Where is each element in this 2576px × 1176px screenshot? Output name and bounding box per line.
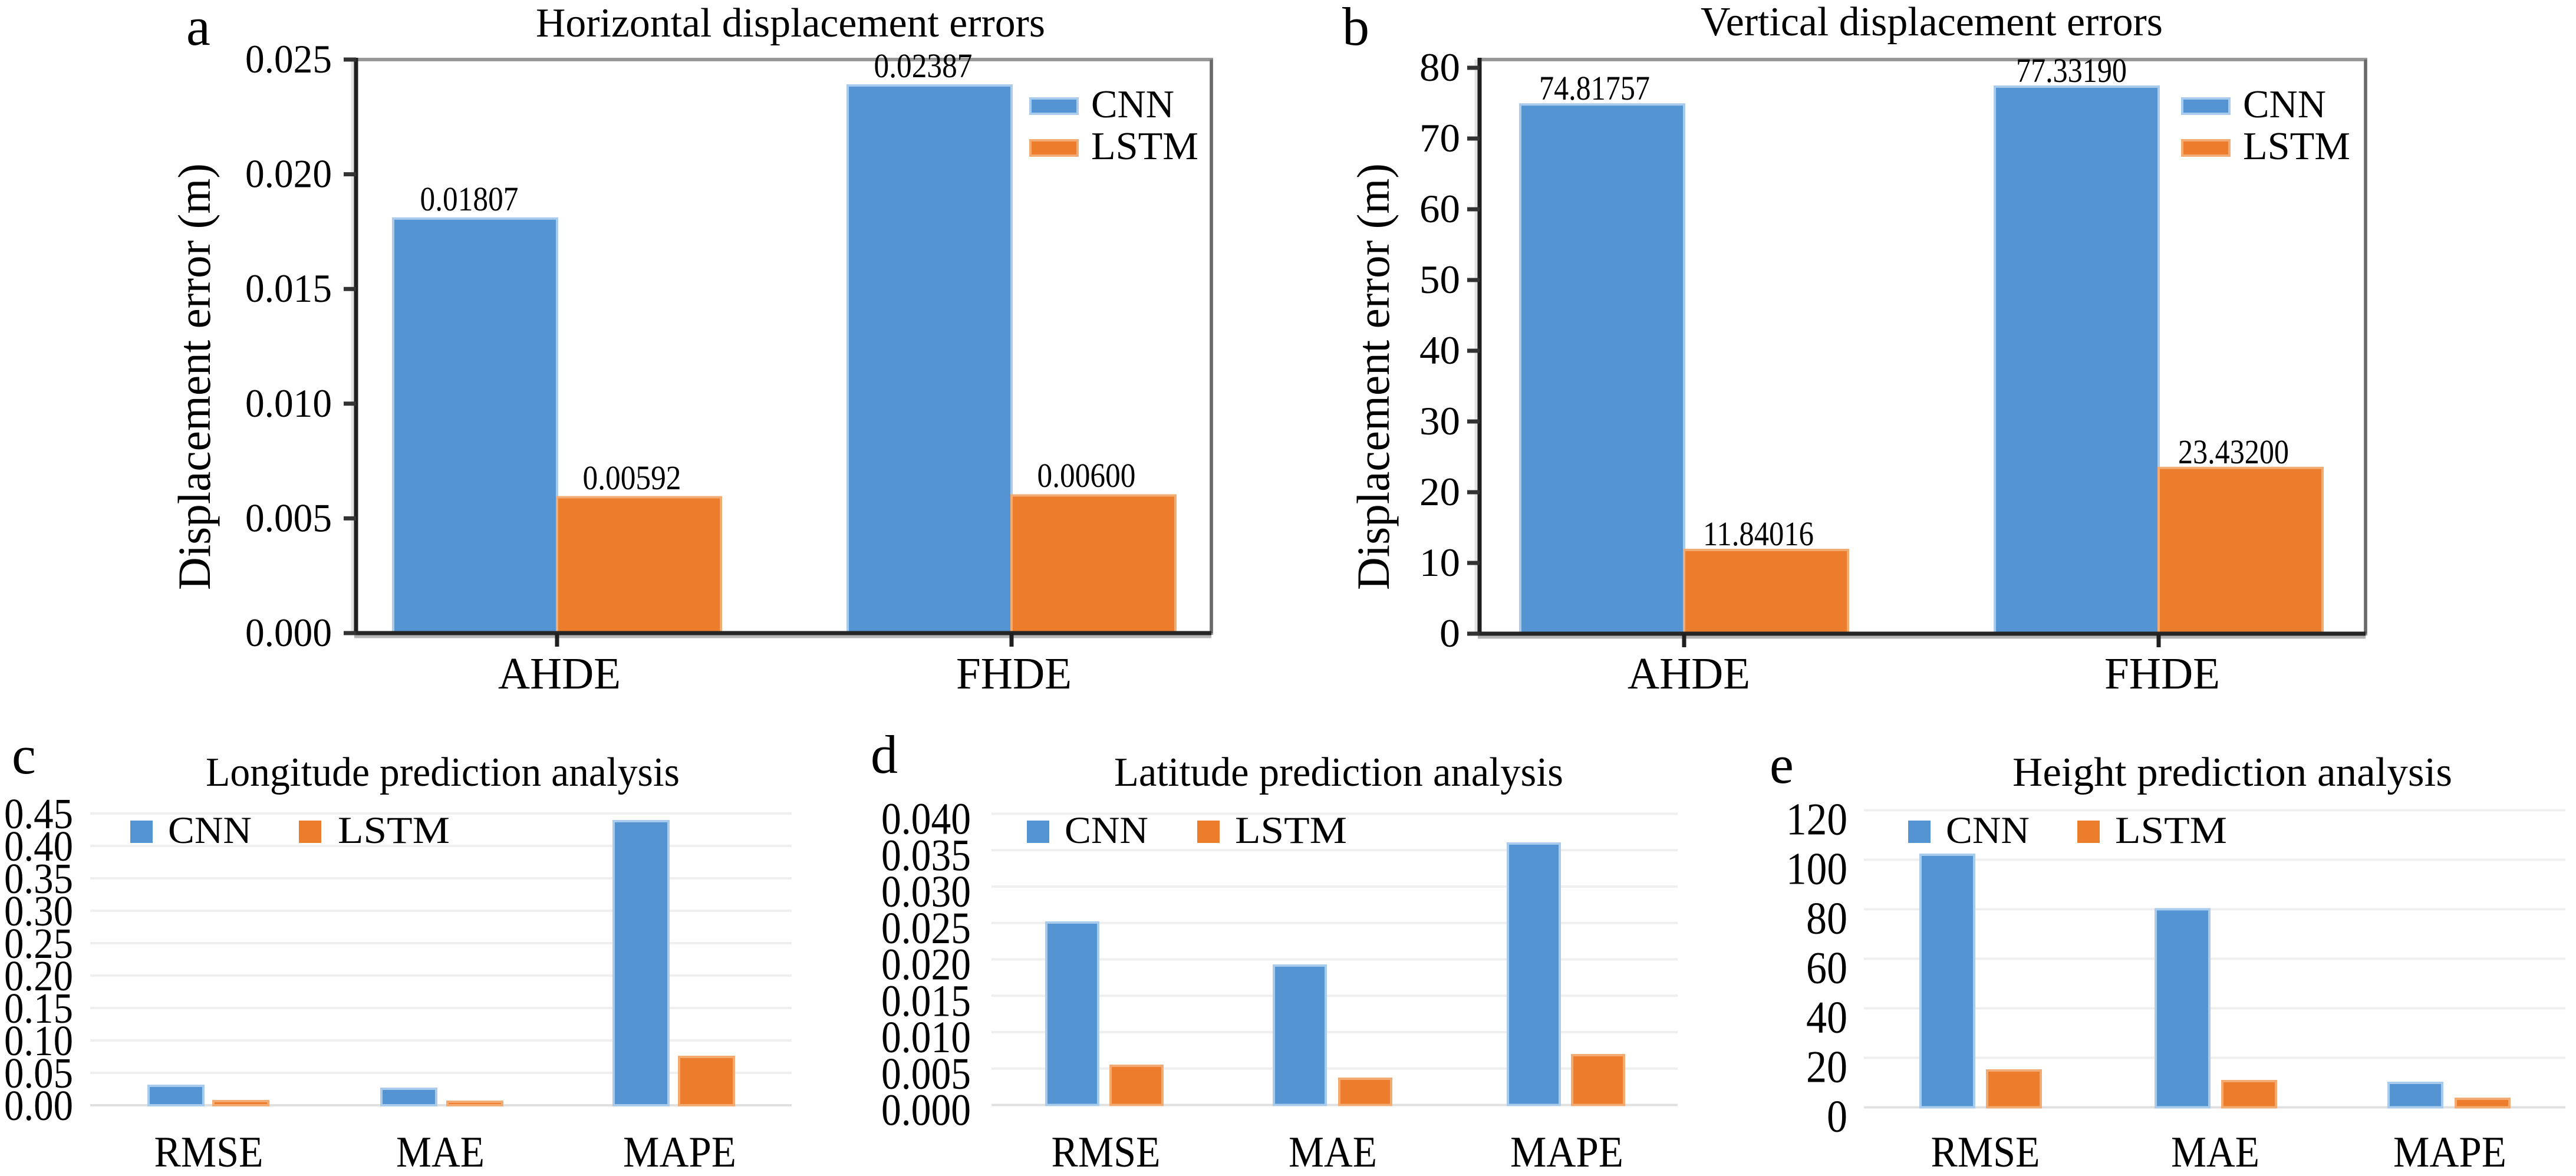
svg-text:0.20: 0.20 (4, 952, 73, 1000)
svg-text:0.005: 0.005 (881, 1049, 971, 1099)
svg-text:Height prediction analysis: Height prediction analysis (2012, 750, 2452, 795)
svg-text:b: b (1342, 0, 1369, 57)
svg-text:c: c (12, 725, 36, 785)
svg-text:0.015: 0.015 (881, 976, 971, 1026)
svg-text:AHDE: AHDE (498, 649, 621, 699)
svg-text:0.010: 0.010 (881, 1013, 971, 1062)
svg-text:0.00600: 0.00600 (1037, 456, 1136, 495)
svg-text:CNN: CNN (1091, 83, 1174, 126)
svg-text:80: 80 (1806, 893, 1847, 944)
svg-text:40: 40 (1419, 328, 1460, 373)
svg-text:MAE: MAE (1289, 1128, 1377, 1176)
svg-text:0.040: 0.040 (881, 795, 971, 844)
svg-text:0.025: 0.025 (245, 37, 332, 81)
svg-text:RMSE: RMSE (154, 1128, 263, 1176)
svg-text:0.30: 0.30 (4, 887, 73, 935)
svg-text:0.15: 0.15 (4, 984, 73, 1032)
svg-text:LSTM: LSTM (1091, 124, 1198, 168)
svg-text:0.020: 0.020 (245, 151, 332, 196)
svg-text:0: 0 (1827, 1091, 1847, 1142)
svg-text:CNN: CNN (168, 809, 252, 852)
svg-text:d: d (871, 724, 898, 785)
svg-text:e: e (1770, 734, 1794, 795)
svg-text:FHDE: FHDE (956, 649, 1072, 699)
svg-text:RMSE: RMSE (1052, 1128, 1161, 1176)
svg-text:Vertical displacement errors: Vertical displacement errors (1701, 0, 2163, 45)
svg-text:0.05: 0.05 (4, 1049, 73, 1097)
svg-text:0.02387: 0.02387 (874, 47, 973, 85)
svg-text:Longitude prediction analysis: Longitude prediction analysis (206, 750, 680, 795)
svg-text:0.010: 0.010 (245, 381, 332, 426)
svg-text:a: a (186, 0, 210, 57)
svg-text:0.35: 0.35 (4, 855, 73, 902)
svg-text:MAPE: MAPE (2393, 1128, 2506, 1176)
svg-text:100: 100 (1786, 844, 1847, 894)
svg-text:LSTM: LSTM (2243, 124, 2350, 168)
svg-text:0.00: 0.00 (4, 1082, 73, 1129)
svg-text:0.000: 0.000 (881, 1086, 971, 1135)
svg-text:0.25: 0.25 (4, 920, 73, 967)
svg-text:0: 0 (1439, 611, 1460, 655)
svg-text:0.10: 0.10 (4, 1017, 73, 1065)
svg-text:0.035: 0.035 (881, 831, 971, 880)
svg-text:70: 70 (1419, 116, 1460, 160)
svg-text:MAPE: MAPE (623, 1128, 736, 1176)
svg-text:0.45: 0.45 (4, 790, 73, 838)
svg-text:Displacement error (m): Displacement error (m) (169, 163, 220, 590)
svg-text:60: 60 (1806, 943, 1847, 993)
svg-text:CNN: CNN (1065, 809, 1148, 852)
svg-text:AHDE: AHDE (1628, 649, 1750, 699)
svg-text:23.43200: 23.43200 (2178, 433, 2289, 471)
svg-text:0.030: 0.030 (881, 867, 971, 917)
svg-text:60: 60 (1419, 186, 1460, 231)
svg-text:0.025: 0.025 (881, 904, 971, 953)
svg-text:Horizontal displacement errors: Horizontal displacement errors (536, 1, 1045, 46)
svg-text:0.40: 0.40 (4, 822, 73, 870)
svg-text:0.00592: 0.00592 (583, 459, 681, 497)
svg-text:20: 20 (1806, 1042, 1847, 1092)
svg-text:40: 40 (1806, 992, 1847, 1043)
svg-text:30: 30 (1419, 398, 1460, 443)
svg-text:50: 50 (1419, 257, 1460, 302)
svg-text:0.005: 0.005 (245, 495, 332, 540)
svg-text:120: 120 (1786, 794, 1847, 845)
svg-text:10: 10 (1419, 540, 1460, 585)
svg-text:0.01807: 0.01807 (420, 180, 519, 218)
svg-text:80: 80 (1419, 45, 1460, 90)
svg-text:LSTM: LSTM (338, 809, 450, 852)
svg-text:RMSE: RMSE (1931, 1128, 2040, 1176)
svg-text:CNN: CNN (1946, 809, 2030, 852)
svg-text:0.020: 0.020 (881, 940, 971, 990)
svg-text:MAPE: MAPE (1510, 1128, 1623, 1176)
svg-text:LSTM: LSTM (2115, 809, 2227, 852)
svg-text:74.81757: 74.81757 (1539, 69, 1650, 107)
svg-text:MAE: MAE (2171, 1128, 2259, 1176)
svg-text:11.84016: 11.84016 (1703, 515, 1814, 553)
svg-text:CNN: CNN (2243, 83, 2326, 126)
svg-text:20: 20 (1419, 469, 1460, 514)
svg-text:LSTM: LSTM (1235, 809, 1347, 852)
svg-text:0.000: 0.000 (245, 610, 332, 655)
svg-text:FHDE: FHDE (2104, 649, 2220, 699)
svg-text:0.015: 0.015 (245, 266, 332, 311)
svg-text:MAE: MAE (396, 1128, 485, 1176)
svg-text:77.33190: 77.33190 (2016, 51, 2127, 90)
svg-text:Latitude prediction analysis: Latitude prediction analysis (1114, 750, 1563, 795)
svg-text:Displacement error (m): Displacement error (m) (1348, 163, 1399, 590)
